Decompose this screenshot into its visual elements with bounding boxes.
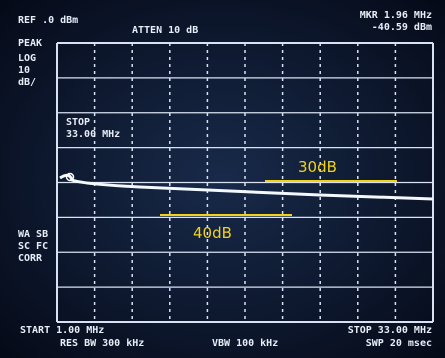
start-frequency: START 1.00 MHz	[20, 325, 104, 336]
stop-value: 33.00 MHz	[66, 129, 120, 140]
attenuation: ATTEN 10 dB	[132, 25, 198, 36]
marker-frequency: MKR 1.96 MHz	[360, 10, 432, 21]
overlay-label: 30dB	[298, 158, 337, 176]
stop-label: STOP	[66, 117, 90, 128]
graticule	[56, 42, 434, 323]
vbw: VBW 100 kHz	[212, 338, 278, 349]
overlay-label: 40dB	[193, 224, 232, 242]
ref-level: REF .0 dBm	[18, 15, 78, 26]
flag: WA SB	[18, 229, 48, 240]
detector: PEAK	[18, 38, 42, 49]
stop-frequency: STOP 33.00 MHz	[348, 325, 432, 336]
scale: LOG	[18, 53, 36, 64]
marker	[65, 172, 75, 182]
scale: dB/	[18, 77, 36, 88]
flag: CORR	[18, 253, 43, 264]
trace	[59, 173, 434, 201]
res-bw: RES BW 300 kHz	[60, 338, 144, 349]
marker-level: -40.59 dBm	[372, 22, 432, 33]
scale: 10	[18, 65, 30, 76]
flag: SC FC	[18, 241, 48, 252]
sweep-time: SWP 20 msec	[366, 338, 432, 349]
